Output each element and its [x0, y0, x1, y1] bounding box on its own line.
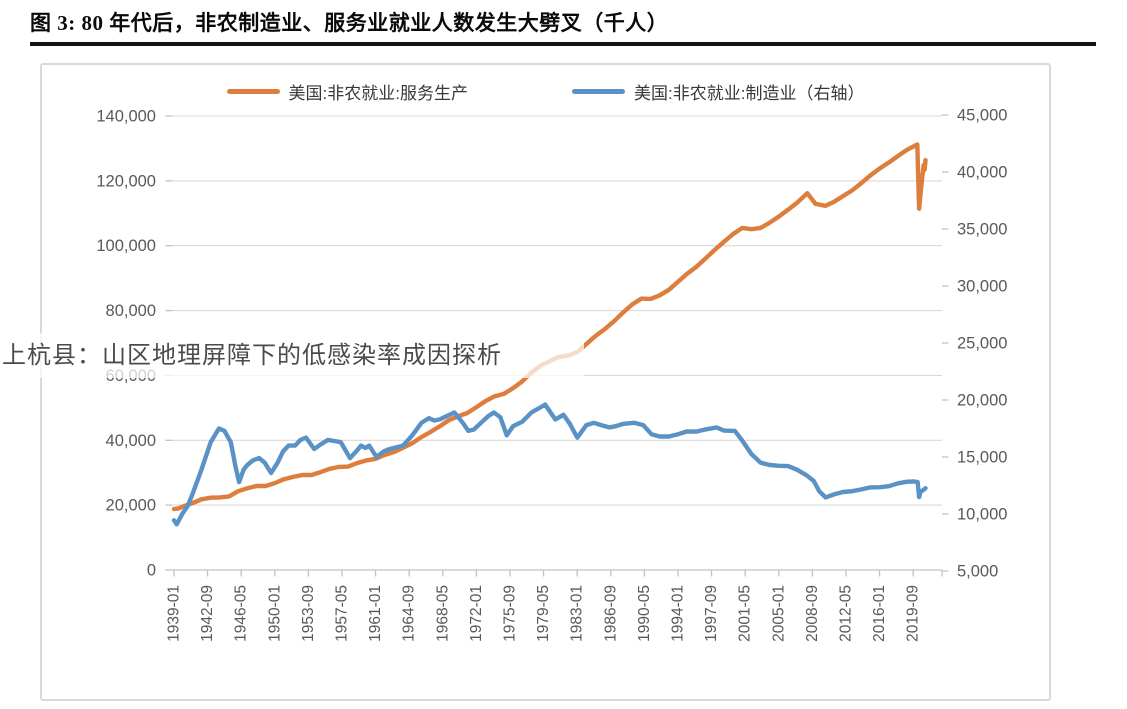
x-axis-label: 1994-01: [670, 585, 687, 642]
legend-item-manufacturing: 美国:非农就业:制造业（右轴）: [572, 79, 864, 104]
legend-label-manufacturing: 美国:非农就业:制造业（右轴）: [634, 84, 865, 103]
chart-legend: 美国:非农就业:服务生产 美国:非农就业:制造业（右轴）: [42, 79, 1049, 104]
legend-marker-services: [226, 88, 280, 95]
plot-svg: 140,000120,000100,00080,00060,00040,0002…: [96, 107, 1007, 642]
chart-panel: 140,000120,000100,00080,00060,00040,0002…: [40, 63, 1051, 701]
x-axis-label: 1990-05: [636, 585, 653, 642]
y-axis-right-label: 35,000: [957, 221, 1007, 239]
x-axis-label: 1997-09: [703, 585, 720, 642]
x-axis-label: 2019-09: [905, 585, 922, 642]
x-axis-label: 1939-01: [166, 585, 183, 642]
figure-title: 图 3: 80 年代后，非农制造业、服务业就业人数发生大劈叉（千人）: [30, 11, 669, 35]
y-axis-left-label: 140,000: [96, 108, 156, 126]
y-axis-right-label: 5,000: [957, 563, 998, 581]
legend-marker-manufacturing: [572, 88, 625, 95]
y-axis-left-label: 0: [147, 562, 156, 580]
x-axis-label: 1972-01: [468, 585, 485, 642]
x-axis-label: 1942-09: [199, 585, 216, 642]
x-axis-label: 2001-05: [737, 585, 754, 642]
x-axis-label: 2012-05: [838, 585, 855, 642]
y-axis-right-label: 30,000: [957, 278, 1007, 296]
title-rule: [30, 42, 1096, 46]
y-axis-right-label: 15,000: [957, 449, 1007, 467]
x-axis-label: 2016-01: [871, 585, 888, 642]
y-axis-right-label: 40,000: [957, 164, 1007, 182]
legend-label-services: 美国:非农就业:服务生产: [288, 84, 468, 103]
y-axis-right-label: 20,000: [957, 392, 1007, 410]
x-axis-label: 2005-01: [770, 585, 787, 642]
series-line-manufacturing: [171, 402, 928, 527]
x-axis-label: 1950-01: [266, 585, 283, 642]
x-axis-label: 1986-09: [602, 585, 619, 642]
x-axis-label: 1961-01: [367, 585, 384, 642]
y-axis-left-label: 120,000: [96, 172, 156, 190]
legend-item-services: 美国:非农就业:服务生产: [226, 79, 468, 104]
x-axis-label: 1975-09: [502, 585, 519, 642]
y-axis-left-label: 80,000: [106, 302, 156, 320]
series-line-services: [171, 142, 928, 512]
y-axis-right-label: 25,000: [957, 335, 1007, 353]
x-axis-label: 1957-05: [334, 585, 351, 642]
x-axis-label: 2008-09: [804, 585, 821, 642]
x-axis-label: 1979-05: [535, 585, 552, 642]
x-axis-label: 1946-05: [233, 585, 250, 642]
y-axis-right-label: 45,000: [957, 107, 1007, 125]
watermark-overlay: 上杭县：山区地理屏障下的低感染率成因探析: [0, 333, 584, 378]
y-axis-right-label: 10,000: [957, 506, 1007, 524]
y-axis-left-label: 100,000: [96, 237, 156, 255]
x-axis-label: 1968-05: [434, 585, 451, 642]
y-axis-left-label: 20,000: [106, 497, 156, 515]
x-axis-label: 1953-09: [300, 585, 317, 642]
x-axis-label: 1983-01: [569, 585, 586, 642]
x-axis-label: 1964-09: [401, 585, 418, 642]
y-axis-left-label: 40,000: [106, 432, 156, 450]
